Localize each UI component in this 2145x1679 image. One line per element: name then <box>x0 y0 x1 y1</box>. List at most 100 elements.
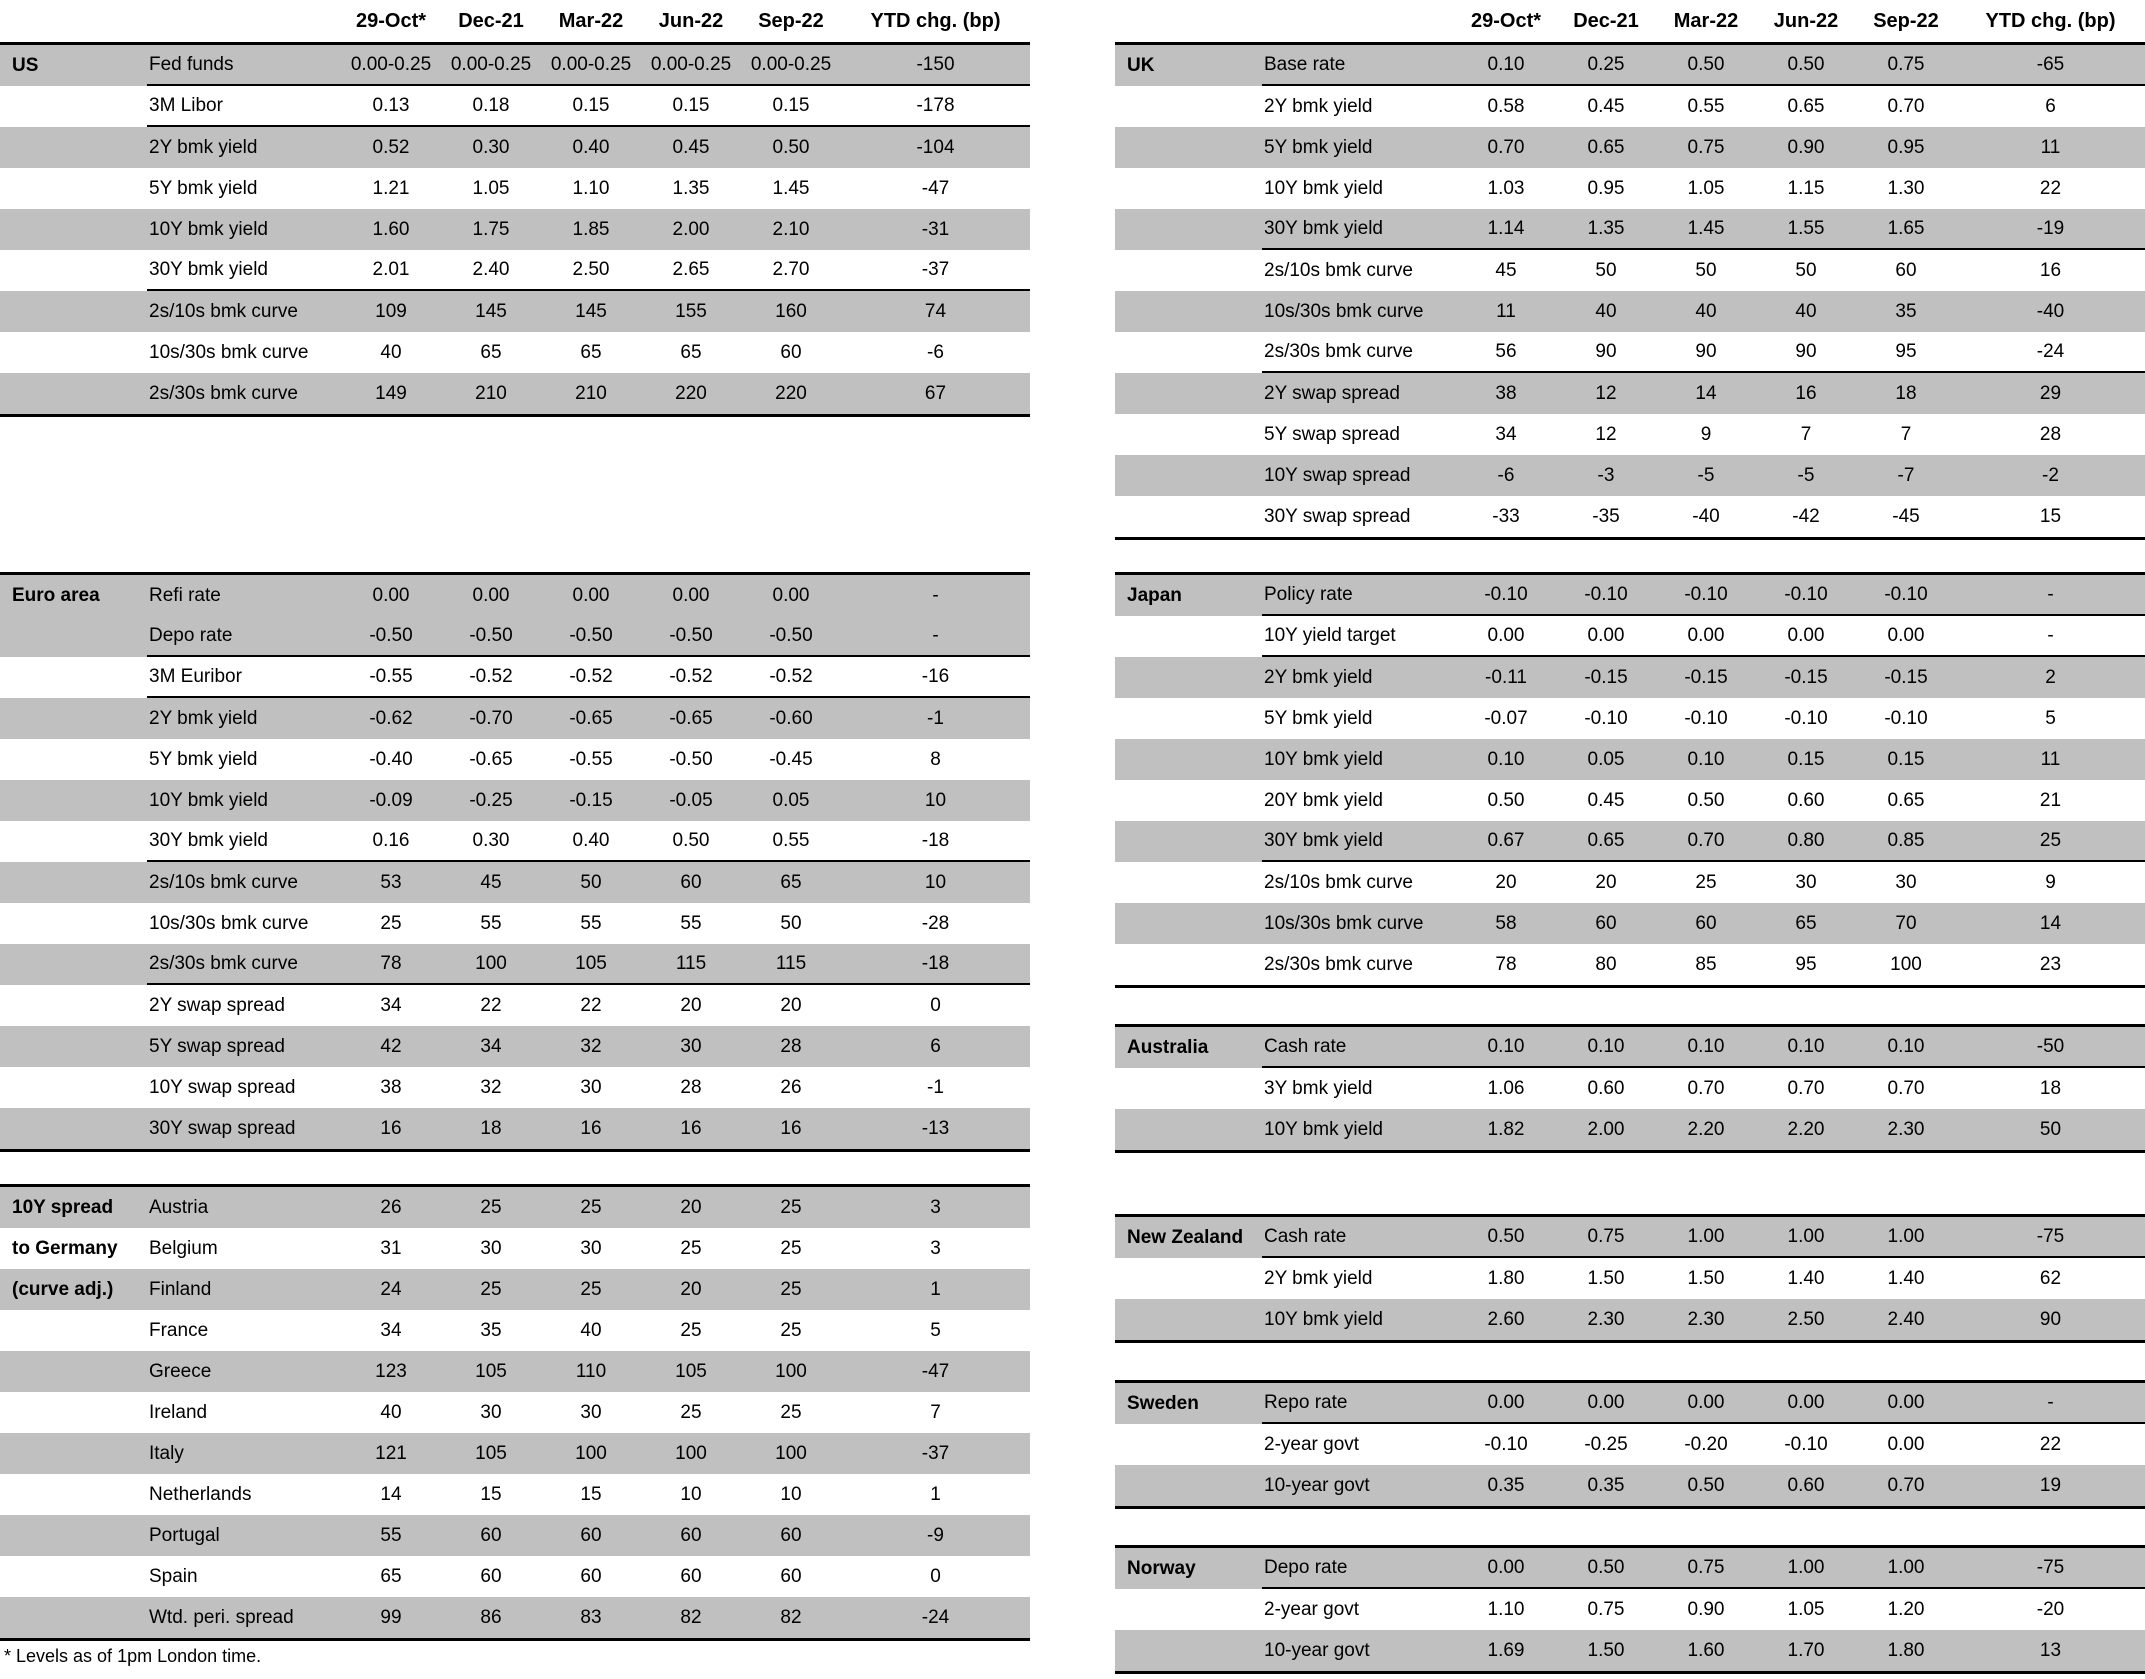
row-label: 5Y swap spread <box>149 1035 285 1057</box>
value-cell: 220 <box>775 382 807 404</box>
value-cell: 18 <box>1895 382 1917 404</box>
table-row: 2-year govt 1.10 0.75 0.90 1.05 1.20 -20 <box>1115 1589 2145 1630</box>
value-cell: 149 <box>375 382 407 404</box>
ytd-value: -50 <box>1956 1027 2145 1068</box>
value-cell: 210 <box>575 382 607 404</box>
table-row: 2s/10s bmk curve 45 50 50 50 60 16 <box>1115 250 2145 291</box>
value-cell: 1.30 <box>1887 177 1925 199</box>
ytd-value: -40 <box>2036 300 2065 322</box>
section-label <box>1115 1109 1262 1150</box>
section-label <box>1115 657 1262 698</box>
ytd-value: 22 <box>2039 177 2062 199</box>
table-row: 10Y yield target 0.00 0.00 0.00 0.00 0.00- <box>1115 616 2145 657</box>
value-cell: 1.50 <box>1587 1639 1625 1661</box>
value-cell: 38 <box>380 1076 402 1098</box>
value-cell: 0.95 <box>1587 177 1625 199</box>
value-cell: 220 <box>675 382 707 404</box>
value-cell: 78 <box>341 944 441 985</box>
value-cell: 1.75 <box>472 218 510 240</box>
value-cell: 25 <box>580 1196 602 1218</box>
value-cell: 26 <box>780 1076 802 1098</box>
ytd-value: -19 <box>1956 209 2145 250</box>
ytd-value: 3 <box>930 1196 941 1218</box>
row-label: 2Y swap spread <box>149 994 285 1016</box>
value-cell: 50 <box>780 912 802 934</box>
row-label: 2s/30s bmk curve <box>1264 953 1413 975</box>
ytd-value: -16 <box>841 657 1030 698</box>
ytd-value: 23 <box>2039 953 2062 975</box>
value-cell: 1.05 <box>472 177 510 199</box>
value-cell: 45 <box>480 871 502 893</box>
value-cell: 105 <box>475 1360 507 1382</box>
table-sweden: Sweden Repo rate 0.00 0.00 0.00 0.00 0.00-2-ye… <box>1115 1380 2145 1509</box>
row-label: Portugal <box>149 1524 220 1546</box>
value-cell: 0.40 <box>541 821 641 862</box>
ytd-value: -75 <box>1956 1217 2145 1258</box>
table-euro_area: Euro area Refi rate 0.00 0.00 0.00 0.00 0.00 - D… <box>0 572 1030 1152</box>
row-label: Austria <box>149 1196 209 1218</box>
value-cell: 155 <box>675 300 707 322</box>
table-row: Ireland 40 30 30 25 25 7 <box>0 1392 1030 1433</box>
table-row: 10Y bmk yield -0.09 -0.25 -0.15 -0.05 0.05 10 <box>0 780 1030 821</box>
value-cell: 0.60 <box>1787 1474 1825 1496</box>
row-label: 10Y bmk yield <box>149 218 268 240</box>
section-label: to Germany <box>12 1237 118 1259</box>
value-cell: 78 <box>1495 953 1517 975</box>
section-label <box>1115 903 1262 944</box>
ytd-value: -9 <box>927 1524 944 1546</box>
row-label: 3M Euribor <box>147 657 341 698</box>
value-cell: 15 <box>580 1483 602 1505</box>
value-cell: -0.65 <box>569 707 613 729</box>
ytd-value: 10 <box>924 789 947 811</box>
value-cell: 2.60 <box>1487 1308 1525 1330</box>
ytd-value: 10 <box>924 871 947 893</box>
value-cell: -0.15 <box>1684 666 1728 688</box>
value-cell: 60 <box>680 1524 702 1546</box>
value-cell: 30 <box>580 1237 602 1259</box>
value-cell: 1.82 <box>1487 1118 1525 1140</box>
row-label: 10Y bmk yield <box>1264 748 1383 770</box>
section-label <box>0 821 147 862</box>
row-label: 30Y bmk yield <box>1262 821 1456 862</box>
value-cell: -45 <box>1892 505 1920 527</box>
row-label: 5Y bmk yield <box>1264 707 1373 729</box>
column-header: Mar-22 <box>558 9 624 32</box>
value-cell: -0.10 <box>1584 707 1628 729</box>
value-cell: 1.05 <box>1787 1598 1825 1620</box>
ytd-value: 22 <box>2039 1433 2062 1455</box>
value-cell: 99 <box>380 1606 402 1628</box>
value-cell: 0.00 <box>1756 1383 1856 1424</box>
value-cell: 1.80 <box>1887 1639 1925 1661</box>
row-label: 2Y bmk yield <box>149 707 258 729</box>
row-label: 2Y bmk yield <box>1264 666 1373 688</box>
value-cell: -0.10 <box>1856 575 1956 616</box>
value-cell: 40 <box>380 341 402 363</box>
value-cell: 0.10 <box>1456 45 1556 86</box>
value-cell: 0.35 <box>1587 1474 1625 1496</box>
row-label: 10s/30s bmk curve <box>149 341 309 363</box>
value-cell: 90 <box>1756 332 1856 373</box>
column-header: Sep-22 <box>1873 9 1939 32</box>
value-cell: 0.15 <box>641 86 741 127</box>
value-cell: 1.21 <box>372 177 410 199</box>
column-header: YTD chg. (bp) <box>1985 9 2116 32</box>
value-cell: 83 <box>580 1606 602 1628</box>
ytd-value: -31 <box>921 218 950 240</box>
value-cell: 0.50 <box>1556 1548 1656 1589</box>
value-cell: 25 <box>780 1237 802 1259</box>
section-label <box>1115 1299 1262 1340</box>
section-label <box>0 332 147 373</box>
row-label: Spain <box>149 1565 198 1587</box>
value-cell: 0.13 <box>341 86 441 127</box>
value-cell: -0.50 <box>641 616 741 657</box>
value-cell: 0.10 <box>1456 1027 1556 1068</box>
value-cell: 1.85 <box>572 218 610 240</box>
value-cell: 2.00 <box>672 218 710 240</box>
ytd-value: 21 <box>2039 789 2062 811</box>
table-row: Sweden Repo rate 0.00 0.00 0.00 0.00 0.00- <box>1115 1383 2145 1424</box>
value-cell: 2.10 <box>772 218 810 240</box>
row-label: 30Y bmk yield <box>147 250 341 291</box>
value-cell: 0.15 <box>1887 748 1925 770</box>
value-cell: -0.55 <box>569 748 613 770</box>
table-row: 10s/30s bmk curve 25 55 55 55 50 -28 <box>0 903 1030 944</box>
